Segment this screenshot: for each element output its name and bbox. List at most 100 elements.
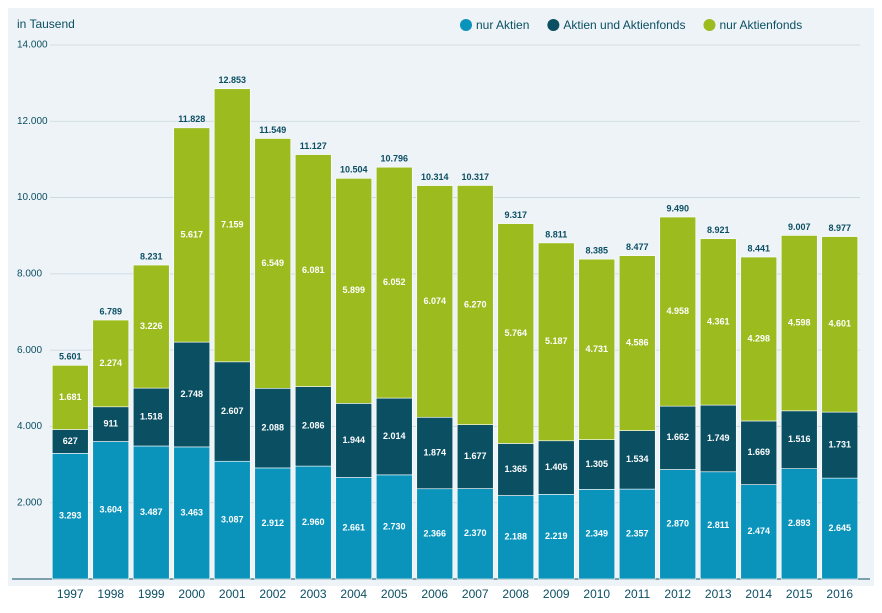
bar-segment [254, 467, 292, 580]
x-tick-label: 2008 [502, 587, 529, 601]
x-tick-label: 2006 [421, 587, 448, 601]
total-label: 10.317 [461, 172, 489, 182]
bar-segment [375, 166, 413, 399]
bar-segment [335, 178, 373, 404]
total-label: 9.007 [788, 222, 811, 232]
value-label: 2.870 [666, 519, 689, 529]
value-label: 2.730 [383, 521, 406, 531]
value-label: 1.669 [747, 447, 770, 457]
bar-segment [537, 440, 575, 495]
value-label: 2.370 [464, 528, 487, 538]
value-label: 1.677 [464, 451, 487, 461]
x-tick-label: 2001 [219, 587, 246, 601]
y-tick-label: 8.000 [17, 268, 42, 279]
x-tick-label: 2007 [462, 587, 489, 601]
bar-segment [92, 319, 130, 408]
value-label: 7.159 [221, 220, 244, 230]
value-label: 6.052 [383, 277, 406, 287]
bar-segment [173, 446, 211, 580]
bar-segment [375, 474, 413, 580]
total-label: 6.789 [99, 306, 122, 316]
value-label: 3.087 [221, 515, 244, 525]
total-label: 8.231 [140, 251, 163, 261]
bar-segment [780, 468, 818, 580]
x-tick-label: 2003 [300, 587, 327, 601]
total-label: 8.441 [747, 243, 770, 253]
total-label: 9.317 [504, 210, 527, 220]
bar-segment [578, 439, 616, 490]
total-label: 11.127 [300, 141, 327, 151]
value-label: 2.088 [261, 422, 284, 432]
value-label: 5.187 [545, 336, 568, 346]
bar-segment [821, 236, 859, 413]
x-tick-label: 2009 [543, 587, 570, 601]
total-label: 10.504 [340, 165, 368, 175]
bar-segment [92, 441, 130, 580]
value-label: 2.366 [423, 528, 446, 538]
x-tick-label: 2013 [705, 587, 732, 601]
value-label: 6.074 [423, 296, 446, 306]
bar-segment [537, 242, 575, 442]
bar-segment [213, 88, 251, 363]
x-tick-label: 2004 [340, 587, 367, 601]
y-tick-label: 12.000 [17, 116, 48, 127]
bar-segment [740, 484, 778, 580]
bar-segment [618, 488, 656, 580]
value-label: 4.586 [626, 337, 649, 347]
value-label: 2.188 [504, 532, 527, 542]
total-label: 10.314 [421, 172, 449, 182]
bar-segment [173, 127, 211, 343]
value-label: 2.607 [221, 406, 244, 416]
value-label: 4.298 [747, 333, 770, 343]
bar-segment [821, 411, 859, 479]
value-label: 4.598 [788, 318, 811, 328]
value-label: 3.293 [59, 511, 82, 521]
x-tick-label: 1999 [138, 587, 165, 601]
bar-segment [294, 386, 332, 467]
value-label: 2.274 [99, 358, 122, 368]
value-label: 1.944 [342, 435, 365, 445]
bar-segment [335, 403, 373, 478]
x-tick-label: 2002 [259, 587, 286, 601]
value-label: 1.534 [626, 454, 649, 464]
value-label: 627 [63, 436, 78, 446]
value-label: 1.662 [666, 432, 689, 442]
value-label: 2.014 [383, 431, 406, 441]
bar-segment [578, 258, 616, 440]
bar-segment [740, 256, 778, 422]
x-tick-label: 1997 [57, 587, 84, 601]
value-label: 5.764 [504, 328, 527, 338]
value-label: 2.661 [342, 523, 365, 533]
value-label: 6.081 [302, 265, 325, 275]
legend-swatch [460, 19, 472, 31]
y-tick-label: 2.000 [17, 497, 42, 508]
bar-segment [416, 185, 454, 418]
value-label: 6.270 [464, 299, 487, 309]
unit-label: in Tausend [17, 17, 75, 31]
bar-segment [254, 138, 292, 389]
value-label: 1.681 [59, 392, 82, 402]
bar-segment [740, 420, 778, 485]
x-tick-label: 2015 [786, 587, 813, 601]
value-label: 2.893 [788, 518, 811, 528]
value-label: 4.731 [585, 344, 608, 354]
legend-label: Aktien und Aktienfonds [563, 18, 685, 32]
value-label: 911 [103, 419, 118, 429]
bar-segment [213, 361, 251, 462]
value-label: 1.516 [788, 434, 811, 444]
bar-segment [416, 488, 454, 580]
value-label: 1.731 [828, 439, 851, 449]
bar-segment [497, 223, 535, 444]
value-label: 2.912 [261, 518, 284, 528]
value-label: 2.645 [828, 523, 851, 533]
value-label: 2.811 [707, 520, 729, 530]
total-label: 8.977 [828, 223, 851, 233]
total-label: 11.549 [259, 125, 286, 135]
bar-segment [416, 416, 454, 490]
bar-segment [173, 341, 211, 448]
legend-label: nur Aktien [476, 18, 529, 32]
bar-segment [659, 405, 697, 470]
bar-segment [780, 235, 818, 412]
total-label: 12.853 [218, 75, 246, 85]
bar-segment [699, 238, 737, 406]
